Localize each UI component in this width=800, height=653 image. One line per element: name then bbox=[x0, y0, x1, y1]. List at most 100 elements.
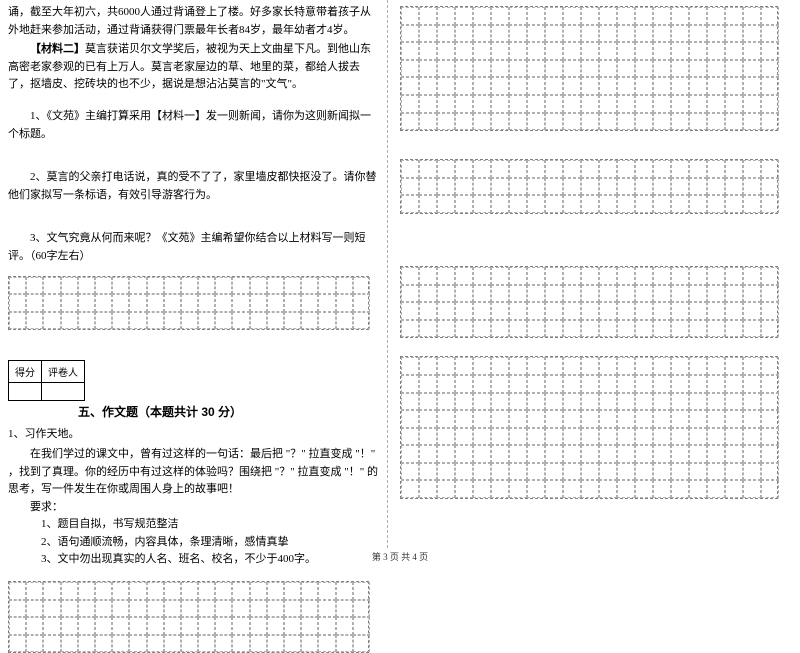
grid-cell[interactable] bbox=[455, 445, 473, 463]
grid-cell[interactable] bbox=[437, 302, 455, 320]
grid-cell[interactable] bbox=[129, 600, 146, 618]
grid-cell[interactable] bbox=[707, 428, 725, 446]
grid-cell[interactable] bbox=[563, 393, 581, 411]
grid-cell[interactable] bbox=[743, 160, 761, 178]
grid-cell[interactable] bbox=[112, 277, 129, 295]
grid-cell[interactable] bbox=[689, 42, 707, 60]
grid-cell[interactable] bbox=[129, 582, 146, 600]
grid-cell[interactable] bbox=[419, 77, 437, 95]
grid-cell[interactable] bbox=[563, 320, 581, 338]
grid-cell[interactable] bbox=[581, 393, 599, 411]
grid-cell[interactable] bbox=[491, 42, 509, 60]
grid-cell[interactable] bbox=[509, 480, 527, 498]
grid-cell[interactable] bbox=[336, 312, 353, 330]
grid-cell[interactable] bbox=[689, 7, 707, 25]
grid-cell[interactable] bbox=[437, 410, 455, 428]
grid-cell[interactable] bbox=[635, 113, 653, 131]
grid-cell[interactable] bbox=[617, 393, 635, 411]
grid-cell[interactable] bbox=[563, 445, 581, 463]
grid-cell[interactable] bbox=[198, 277, 215, 295]
grid-cell[interactable] bbox=[112, 635, 129, 653]
grid-cell[interactable] bbox=[617, 445, 635, 463]
grid-cell[interactable] bbox=[761, 393, 779, 411]
grid-cell[interactable] bbox=[743, 77, 761, 95]
grid-cell[interactable] bbox=[129, 312, 146, 330]
grid-cell[interactable] bbox=[743, 357, 761, 375]
grid-cell[interactable] bbox=[473, 445, 491, 463]
grid-cell[interactable] bbox=[95, 312, 112, 330]
grid-cell[interactable] bbox=[671, 77, 689, 95]
grid-cell[interactable] bbox=[129, 635, 146, 653]
grid-cell[interactable] bbox=[181, 600, 198, 618]
grid-cell[interactable] bbox=[545, 42, 563, 60]
grid-cell[interactable] bbox=[267, 582, 284, 600]
grid-cell[interactable] bbox=[545, 302, 563, 320]
grid-cell[interactable] bbox=[725, 410, 743, 428]
grid-cell[interactable] bbox=[761, 480, 779, 498]
grid-cell[interactable] bbox=[181, 582, 198, 600]
grader-cell[interactable]: 评卷人 bbox=[42, 361, 85, 383]
grid-cell[interactable] bbox=[419, 25, 437, 43]
grid-cell[interactable] bbox=[473, 7, 491, 25]
grid-cell[interactable] bbox=[26, 277, 43, 295]
grid-cell[interactable] bbox=[353, 582, 370, 600]
grid-cell[interactable] bbox=[617, 178, 635, 196]
grid-cell[interactable] bbox=[581, 267, 599, 285]
grid-cell[interactable] bbox=[761, 463, 779, 481]
grid-cell[interactable] bbox=[707, 160, 725, 178]
grid-cell[interactable] bbox=[437, 357, 455, 375]
essay-grid-r3[interactable] bbox=[400, 266, 778, 338]
grid-cell[interactable] bbox=[599, 302, 617, 320]
grid-cell[interactable] bbox=[671, 42, 689, 60]
grid-cell[interactable] bbox=[43, 277, 60, 295]
grid-cell[interactable] bbox=[301, 600, 318, 618]
grid-cell[interactable] bbox=[563, 113, 581, 131]
grid-cell[interactable] bbox=[437, 42, 455, 60]
grid-cell[interactable] bbox=[267, 635, 284, 653]
essay-grid-r4[interactable] bbox=[400, 356, 778, 499]
grid-cell[interactable] bbox=[419, 320, 437, 338]
grid-cell[interactable] bbox=[743, 178, 761, 196]
grid-cell[interactable] bbox=[419, 95, 437, 113]
grid-cell[interactable] bbox=[671, 267, 689, 285]
grid-cell[interactable] bbox=[635, 42, 653, 60]
grid-cell[interactable] bbox=[671, 285, 689, 303]
grid-cell[interactable] bbox=[599, 160, 617, 178]
grid-cell[interactable] bbox=[707, 320, 725, 338]
grid-cell[interactable] bbox=[725, 357, 743, 375]
grid-cell[interactable] bbox=[473, 113, 491, 131]
grid-cell[interactable] bbox=[26, 312, 43, 330]
grid-cell[interactable] bbox=[78, 635, 95, 653]
grid-cell[interactable] bbox=[689, 113, 707, 131]
grid-cell[interactable] bbox=[61, 617, 78, 635]
grid-cell[interactable] bbox=[455, 393, 473, 411]
grid-cell[interactable] bbox=[26, 635, 43, 653]
grid-cell[interactable] bbox=[336, 617, 353, 635]
grid-cell[interactable] bbox=[401, 25, 419, 43]
grid-cell[interactable] bbox=[581, 113, 599, 131]
grid-cell[interactable] bbox=[635, 285, 653, 303]
grid-cell[interactable] bbox=[9, 617, 26, 635]
grid-cell[interactable] bbox=[284, 582, 301, 600]
grid-cell[interactable] bbox=[78, 617, 95, 635]
grid-cell[interactable] bbox=[491, 410, 509, 428]
grid-cell[interactable] bbox=[419, 410, 437, 428]
grid-cell[interactable] bbox=[198, 635, 215, 653]
grid-cell[interactable] bbox=[653, 393, 671, 411]
grid-cell[interactable] bbox=[437, 445, 455, 463]
grid-cell[interactable] bbox=[581, 60, 599, 78]
grid-cell[interactable] bbox=[653, 302, 671, 320]
grid-cell[interactable] bbox=[599, 113, 617, 131]
grid-cell[interactable] bbox=[653, 375, 671, 393]
grid-cell[interactable] bbox=[599, 195, 617, 213]
grid-cell[interactable] bbox=[707, 178, 725, 196]
grid-cell[interactable] bbox=[707, 463, 725, 481]
grid-cell[interactable] bbox=[743, 428, 761, 446]
grid-cell[interactable] bbox=[95, 277, 112, 295]
grid-cell[interactable] bbox=[617, 195, 635, 213]
grid-cell[interactable] bbox=[671, 480, 689, 498]
grid-cell[interactable] bbox=[725, 95, 743, 113]
grid-cell[interactable] bbox=[353, 635, 370, 653]
grid-cell[interactable] bbox=[527, 160, 545, 178]
grid-cell[interactable] bbox=[527, 302, 545, 320]
